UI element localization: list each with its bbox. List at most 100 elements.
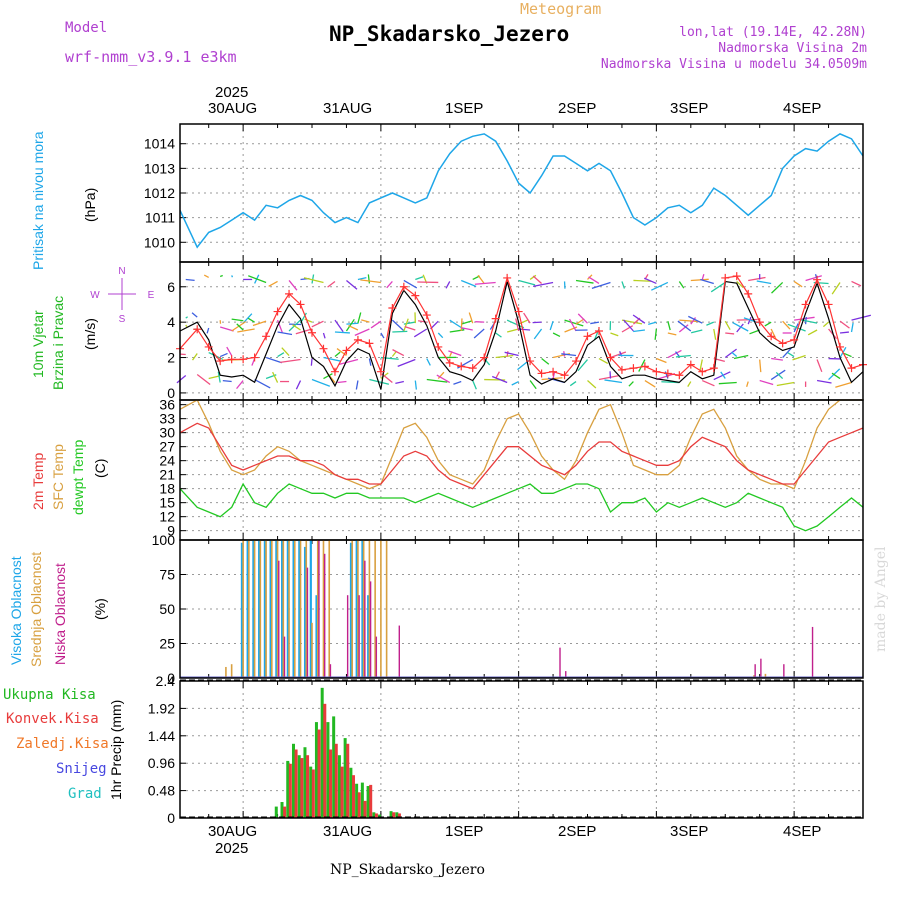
- wind-vector: [254, 378, 271, 389]
- wind-vector: [598, 357, 609, 365]
- panel-border: [179, 261, 864, 401]
- y-tick-label: 0.48: [148, 783, 175, 799]
- wind-vector: [392, 349, 405, 357]
- wind-vector: [749, 329, 760, 335]
- convective-rain-bar: [306, 755, 310, 818]
- wind-vector: [418, 320, 427, 323]
- wind-vector: [678, 324, 689, 333]
- low-cloud-bar: [329, 664, 332, 678]
- wind-vector: [176, 375, 187, 384]
- wind-gust-marker: [480, 353, 489, 362]
- low-cloud-bar: [323, 553, 326, 678]
- wind-vector: [304, 318, 313, 323]
- wind-vector: [628, 381, 634, 387]
- meteogram-subtitle: Meteogram: [520, 0, 602, 18]
- wind-vector: [357, 276, 367, 281]
- high-cloud-bar: [292, 540, 295, 678]
- y-tick-label: 6: [167, 279, 175, 295]
- pressure-line: [179, 133, 864, 249]
- wind-vector: [643, 277, 657, 285]
- wind-gust-marker: [755, 318, 764, 327]
- convective-rain-bar: [369, 784, 373, 818]
- wind-vector: [397, 358, 416, 368]
- wind-speed-line: [179, 280, 864, 390]
- elevation-info: Nadmorska Visina 2m: [718, 41, 867, 56]
- wind-vector: [564, 319, 584, 327]
- convective-rain-bar: [351, 775, 355, 818]
- wind-vector: [345, 318, 355, 332]
- 2m-temp-line: [179, 422, 864, 490]
- wind-vector: [713, 371, 731, 381]
- high-cloud-bar: [367, 595, 370, 678]
- wind-vector: [391, 319, 405, 332]
- wind-gust-marker: [227, 355, 236, 364]
- legend-freezing-rain: Zaledj.Kisa: [16, 736, 109, 752]
- mid-cloud-bar: [265, 540, 267, 678]
- y-tick-label: 1011: [145, 210, 175, 226]
- wind-gust-marker: [376, 367, 385, 376]
- wind-gust-marker: [503, 273, 512, 282]
- high-cloud-bar: [361, 540, 364, 678]
- mid-cloud-bar: [282, 540, 285, 678]
- wind-gust-marker: [675, 371, 684, 380]
- y-tick-label: 100: [152, 532, 176, 548]
- wind-vector: [621, 325, 634, 333]
- total-rain-bar: [297, 755, 301, 818]
- wind-vector: [610, 332, 619, 337]
- wind-gust-marker: [445, 358, 454, 367]
- wind-vector: [322, 332, 326, 339]
- wind-vector: [688, 315, 703, 324]
- wind-vector: [831, 282, 841, 295]
- wind-vector: [822, 321, 829, 328]
- model-label: Model: [65, 20, 108, 36]
- wind-vector: [370, 320, 382, 329]
- mid-cloud-bar: [380, 540, 382, 678]
- wind-vector: [191, 353, 198, 361]
- mid-cloud-bar: [362, 540, 365, 678]
- low-cloud-bar: [306, 567, 309, 678]
- mid-cloud-bar: [322, 540, 325, 678]
- footer-station: NP_Skadarsko_Jezero: [330, 862, 485, 878]
- wind-vector: [518, 279, 536, 286]
- wind-gust-marker: [594, 327, 603, 335]
- wind-vector: [850, 322, 854, 333]
- wind-vector: [733, 354, 749, 360]
- compass-west: W: [90, 290, 100, 301]
- compass-north: N: [118, 266, 125, 277]
- wind-vector: [236, 380, 244, 390]
- wind-vector: [713, 328, 717, 340]
- total-rain-bar: [395, 812, 399, 818]
- wind-gust-marker: [514, 307, 523, 316]
- convective-rain-bar: [363, 800, 367, 818]
- wind-gust-marker: [778, 339, 787, 348]
- wind-vector: [491, 375, 508, 384]
- wind-vector: [448, 350, 462, 357]
- mid-cloud-bar: [293, 540, 296, 678]
- wind-vector: [477, 274, 485, 284]
- wind-vector: [506, 351, 509, 357]
- total-rain-bar: [326, 722, 330, 818]
- wind-vector: [185, 278, 195, 282]
- y-tick-label: 4: [167, 314, 175, 330]
- wind-vector: [523, 312, 531, 324]
- convective-rain-bar: [340, 766, 344, 818]
- wind-vector: [222, 379, 232, 383]
- top-axis-year: 2025: [215, 84, 249, 101]
- mid-cloud-bar: [230, 664, 233, 678]
- top-axis-day: 3SEP: [670, 100, 709, 117]
- wind-vector: [348, 324, 359, 331]
- wind-vector: [610, 351, 627, 359]
- low-cloud-bar: [278, 560, 280, 678]
- wind-vector: [732, 321, 749, 332]
- wind-vector: [460, 279, 477, 288]
- wind-vector: [346, 322, 359, 325]
- wind-vector: [506, 319, 525, 329]
- wind-vector: [337, 380, 347, 384]
- wind-vector: [648, 321, 657, 326]
- y-tick-label: 2.4: [156, 673, 176, 689]
- wind-vector: [226, 346, 233, 356]
- mid-cloud-bar: [288, 540, 290, 678]
- compass-east: E: [148, 290, 155, 301]
- wind-vector: [334, 351, 341, 358]
